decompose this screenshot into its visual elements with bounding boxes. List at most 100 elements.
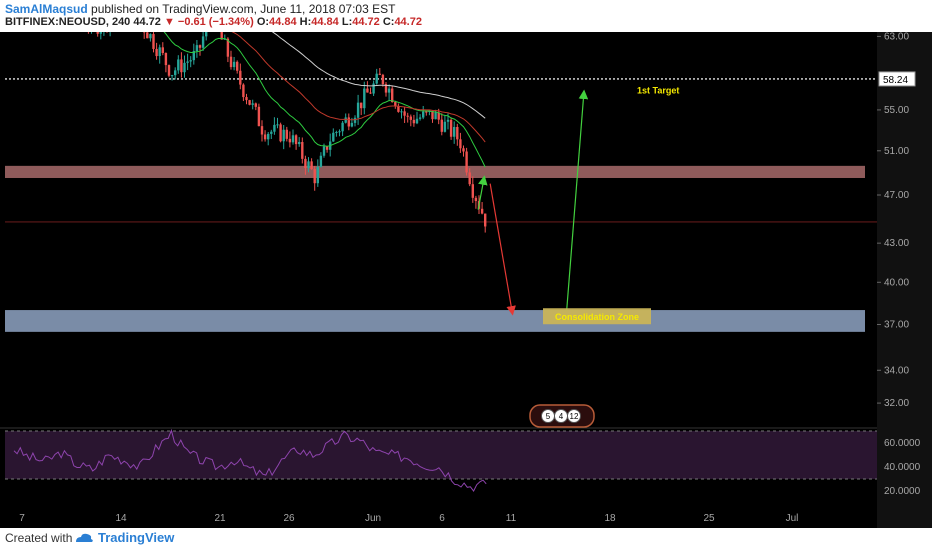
candle-body [409,116,412,120]
candle-body [260,126,264,135]
candle-body [257,106,261,127]
y-tick-label: 55.00 [884,105,909,116]
candles [87,32,487,233]
candle-body [394,102,397,107]
candle-body [201,36,205,48]
event-badge-dot [567,409,581,423]
candle-body [310,161,313,170]
candle-body [453,126,456,137]
candle-body [415,118,419,124]
author-link[interactable]: SamAlMaqsud [5,2,88,16]
x-tick-label: 26 [283,513,295,524]
event-badge-count: 12 [570,412,579,421]
target-price-tag [878,71,916,87]
candle-body [180,59,183,73]
candle-body [391,88,394,103]
candle-body [437,112,440,120]
candle-body [170,75,174,77]
ohlc-line: BITFINEX:NEOUSD, 240 44.72 ▼ −0.61 (−1.3… [5,16,422,28]
candle-body [229,56,233,68]
symbol-label: BITFINEX:NEOUSD, 240 [5,16,131,28]
tradingview-cloud-icon [76,533,93,542]
event-badge: 5 4 12 [529,404,595,428]
candle-body [322,146,326,156]
candle-body [285,129,288,139]
consolidation-zone [5,310,865,332]
candle-body [363,88,366,109]
x-tick-label: 14 [115,513,127,524]
price-axis-background [877,32,932,528]
candle-body [381,74,385,85]
candle-body [301,142,304,159]
candle-body [288,138,292,143]
candle-body [425,111,428,113]
candle-body [276,124,279,126]
candle-body [468,172,471,185]
candle-body [422,111,425,118]
candle-body [183,62,186,73]
candle-body [307,161,310,168]
y-tick-label: 63.00 [884,32,909,42]
x-tick-label: 25 [703,513,715,524]
open-label: O: [256,16,270,28]
candle-body [298,142,301,145]
candle-body [341,122,344,132]
close-value: 44.72 [394,16,422,28]
candle-body [273,124,276,132]
candle-body [220,32,223,40]
candle-body [248,100,251,105]
candle-body [282,129,285,142]
y-tick-label: 34.00 [884,365,909,376]
candle-body [177,59,180,71]
candle-body [353,117,357,123]
candle-body [387,88,391,93]
chart-footer: Created with TradingView [0,528,932,550]
candle-body [412,119,416,124]
candle-body [245,97,248,101]
open-value: 44.84 [269,16,297,28]
ema-slow-line [271,32,486,119]
rsi-tick-label: 40.0000 [884,462,921,473]
candle-body [366,88,369,93]
candle-body [96,32,99,34]
candle-body [378,73,381,75]
consolidation-zone-label: Consolidation Zone [555,312,639,322]
tradingview-logo[interactable]: TradingView [74,530,174,545]
candle-body [369,92,372,94]
y-tick-label: 37.00 [884,320,909,331]
candle-body [403,111,406,116]
candle-body [226,38,230,57]
candle-body [335,131,338,133]
candle-body [313,169,316,184]
candle-body [325,146,329,150]
candle-body [161,47,164,54]
candle-body [443,121,447,132]
y-tick-label: 32.00 [884,398,909,409]
rsi-line [13,428,487,492]
candle-body [242,84,245,98]
candle-body [267,133,270,140]
rsi-band [5,431,877,479]
high-value: 44.84 [311,16,339,28]
candle-body [192,51,195,61]
y-tick-label: 43.00 [884,238,909,249]
candle-body [360,102,363,109]
candle-body [263,134,267,140]
x-tick-label: 18 [604,513,616,524]
candle-body [406,115,409,117]
candle-body [418,117,422,119]
candle-body [446,119,450,122]
candle-body [471,184,474,198]
candle-body [174,70,177,76]
candle-body [397,106,400,112]
projection-down-arrow [489,183,516,316]
candle-body [434,112,437,120]
price-chart[interactable]: 32.00 34.00 37.00 40.00 43.00 47.00 51.00 55.00… [0,32,932,528]
rsi-tick-label: 60.0000 [884,438,921,449]
candle-body [384,84,388,93]
event-badge-count: 5 [546,412,551,421]
candle-body [332,132,335,142]
candle-body [344,117,347,123]
candle-body [304,158,307,168]
low-label: L: [341,16,353,28]
